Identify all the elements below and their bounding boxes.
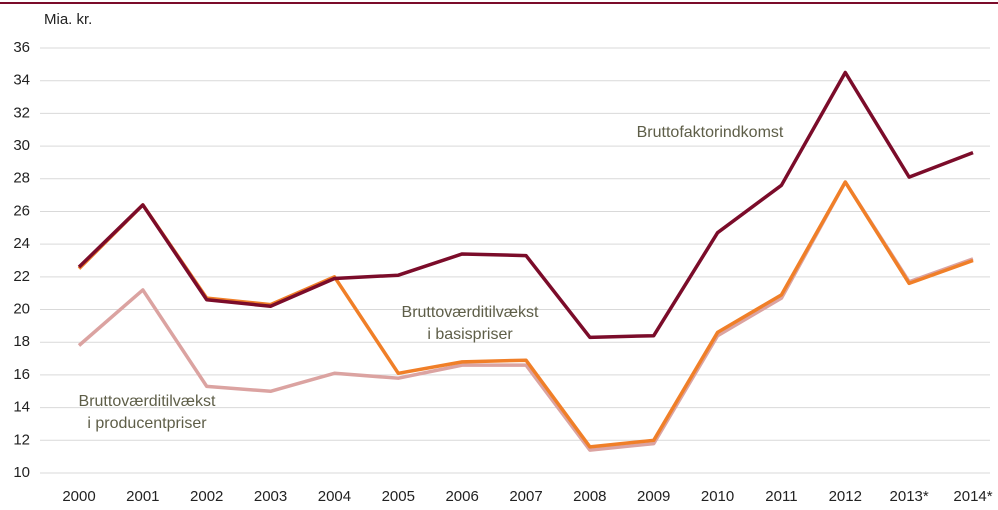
y-tick-label: 36 xyxy=(13,39,30,56)
x-tick-label: 2001 xyxy=(126,488,159,505)
x-tick-label: 2007 xyxy=(509,488,542,505)
x-tick-label: 2002 xyxy=(190,488,223,505)
y-tick-label: 10 xyxy=(13,464,30,481)
series-label: Bruttoværditilvækst xyxy=(402,304,539,321)
x-tick-label: 2009 xyxy=(637,488,670,505)
x-tick-label: 2008 xyxy=(573,488,606,505)
y-tick-label: 20 xyxy=(13,301,30,318)
y-tick-label: 30 xyxy=(13,137,30,154)
series-label: Bruttofaktorindkomst xyxy=(637,124,784,141)
x-tick-label: 2011 xyxy=(765,488,797,505)
y-tick-label: 14 xyxy=(13,399,30,416)
y-tick-label: 32 xyxy=(13,104,30,121)
y-tick-label: 24 xyxy=(13,235,30,252)
y-axis-unit: Mia. kr. xyxy=(44,11,92,28)
x-tick-label: 2013* xyxy=(890,488,929,505)
x-tick-label: 2006 xyxy=(445,488,478,505)
y-tick-label: 12 xyxy=(13,431,30,448)
x-tick-label: 2004 xyxy=(318,488,351,505)
y-tick-label: 18 xyxy=(13,333,30,350)
x-tick-label: 2005 xyxy=(382,488,415,505)
y-tick-label: 22 xyxy=(13,268,30,285)
series-label: Bruttoværditilvækst xyxy=(79,393,216,410)
series-label: i producentpriser xyxy=(87,415,207,432)
y-tick-label: 28 xyxy=(13,170,30,187)
x-tick-label: 2012 xyxy=(829,488,862,505)
y-tick-label: 26 xyxy=(13,202,30,219)
x-tick-label: 2014* xyxy=(953,488,992,505)
y-tick-label: 16 xyxy=(13,366,30,383)
x-tick-label: 2010 xyxy=(701,488,734,505)
x-tick-label: 2000 xyxy=(62,488,95,505)
y-tick-label: 34 xyxy=(13,72,30,89)
series-line xyxy=(77,70,974,340)
x-tick-label: 2003 xyxy=(254,488,287,505)
series-label: i basispriser xyxy=(427,326,513,343)
